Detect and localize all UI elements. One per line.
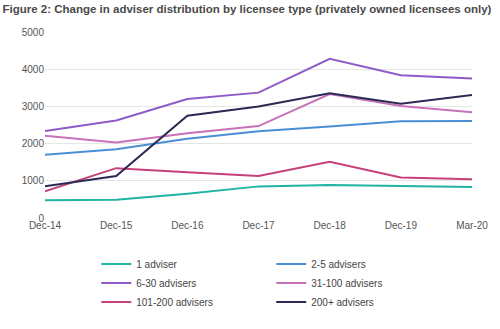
svg-text:31-100 advisers: 31-100 advisers [311, 278, 382, 289]
svg-text:Dec-18: Dec-18 [314, 220, 347, 231]
svg-text:2-5 advisers: 2-5 advisers [311, 259, 365, 270]
svg-text:2000: 2000 [22, 138, 45, 149]
svg-text:Mar-20: Mar-20 [456, 220, 488, 231]
svg-text:0: 0 [38, 213, 44, 224]
svg-text:4000: 4000 [22, 64, 45, 75]
svg-text:Dec-19: Dec-19 [385, 220, 418, 231]
svg-text:101-200 advisers: 101-200 advisers [136, 297, 213, 308]
svg-text:6-30 advisers: 6-30 advisers [136, 278, 196, 289]
svg-text:1000: 1000 [22, 175, 45, 186]
svg-text:Dec-15: Dec-15 [100, 220, 133, 231]
svg-text:200+ advisers: 200+ advisers [311, 297, 374, 308]
svg-text:3000: 3000 [22, 101, 45, 112]
svg-text:5000: 5000 [22, 27, 45, 38]
svg-text:1 adviser: 1 adviser [136, 259, 177, 270]
svg-text:Dec-16: Dec-16 [171, 220, 204, 231]
svg-text:Dec-14: Dec-14 [29, 220, 62, 231]
svg-text:Figure 2: Change in adviser di: Figure 2: Change in adviser distribution… [3, 3, 492, 15]
svg-text:Dec-17: Dec-17 [242, 220, 275, 231]
